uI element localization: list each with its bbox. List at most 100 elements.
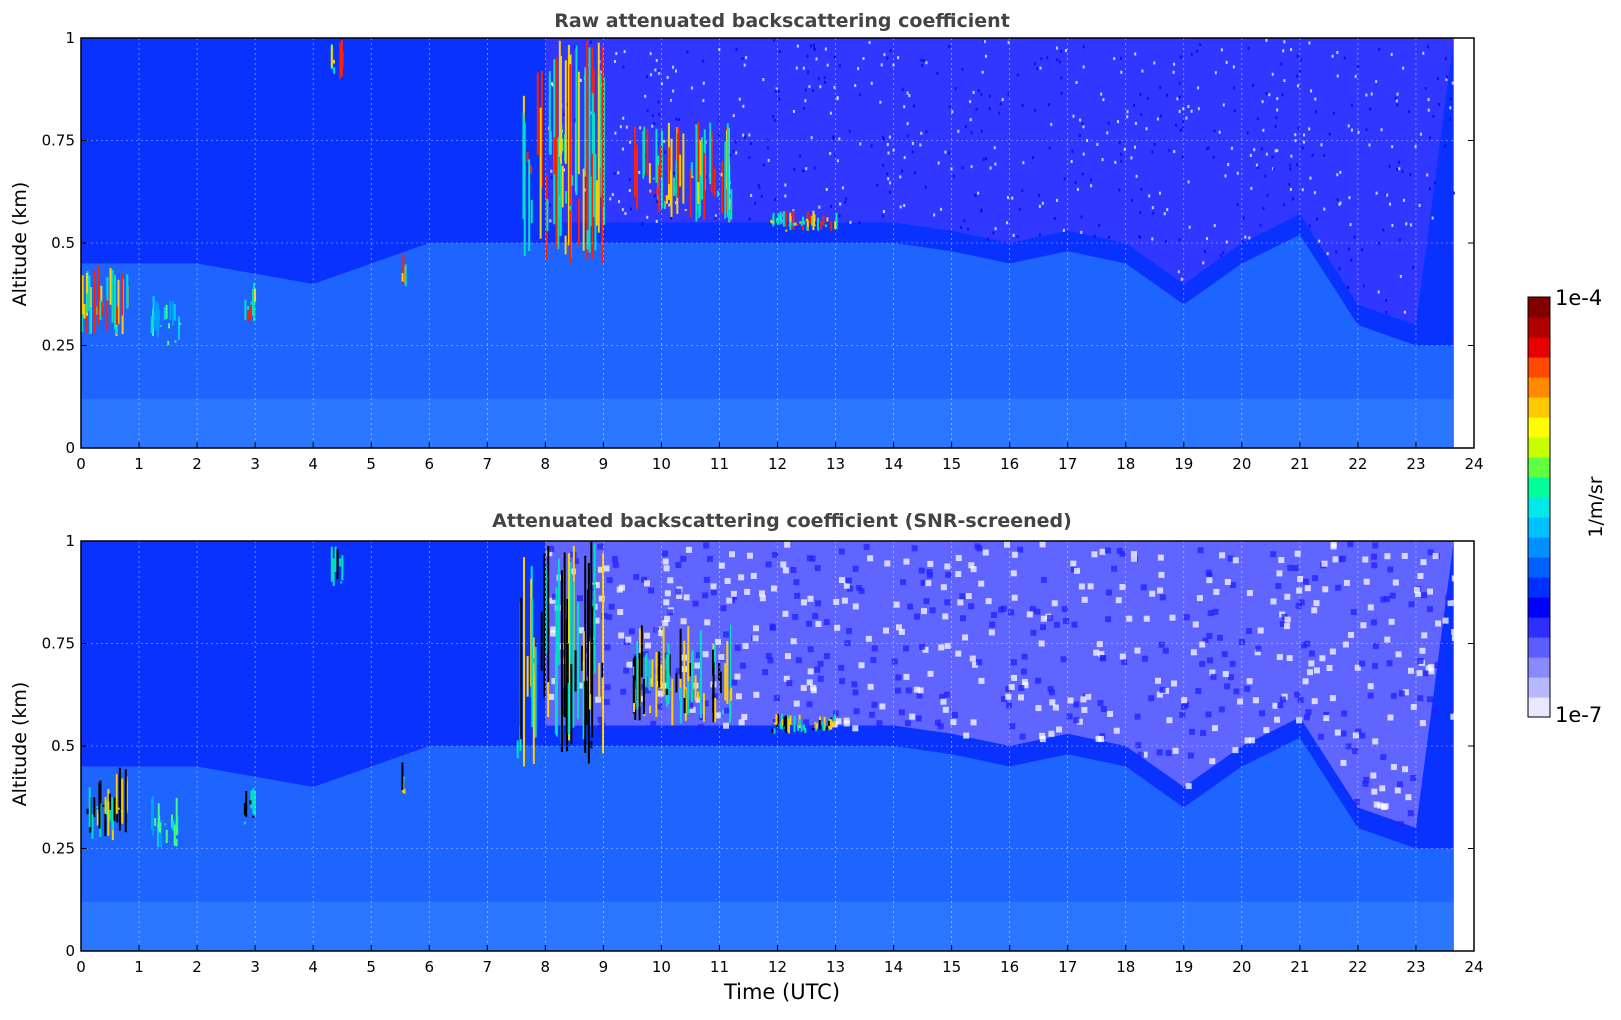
speckle-cell [1093, 649, 1100, 656]
speckle-cell [1134, 121, 1137, 125]
noise-region [545, 541, 1454, 828]
speckle-cell [1281, 613, 1288, 620]
speckle-cell [583, 188, 586, 192]
colorbar-step [1528, 497, 1550, 518]
speckle-cell [1341, 710, 1348, 717]
speckle-cell [1242, 216, 1245, 220]
speckle-cell [629, 140, 632, 144]
speckle-cell [773, 118, 776, 122]
speckle-cell [1287, 564, 1294, 571]
speckle-cell [1222, 671, 1229, 678]
speckle-cell [739, 662, 746, 669]
speckle-cell [970, 719, 977, 726]
speckle-cell [944, 563, 951, 570]
speckle-cell [1039, 736, 1046, 743]
speckle-cell [1187, 105, 1190, 109]
speckle-cell [1196, 49, 1199, 53]
speckle-cell [1408, 110, 1411, 114]
speckle-cell [907, 603, 914, 610]
speckle-cell [1296, 587, 1303, 594]
speckle-cell [1232, 86, 1235, 90]
speckle-cell [1338, 267, 1341, 271]
speckle-cell [783, 675, 790, 682]
aerosol-streak [577, 601, 580, 720]
speckle-cell [1417, 657, 1424, 664]
speckle-cell [1175, 123, 1178, 127]
aerosol-streak [250, 301, 253, 305]
speckle-cell [978, 677, 985, 684]
heatmap-image [81, 541, 1460, 951]
speckle-cell [1038, 193, 1041, 197]
speckle-cell [832, 137, 835, 141]
speckle-cell [702, 99, 705, 103]
speckle-cell [629, 207, 632, 211]
aerosol-streak [586, 40, 589, 260]
speckle-cell [609, 197, 612, 201]
speckle-cell [762, 669, 769, 676]
speckle-cell [711, 693, 718, 700]
speckle-cell [664, 590, 671, 597]
speckle-cell [1388, 618, 1395, 625]
speckle-cell [838, 64, 841, 68]
aerosol-streak [656, 188, 659, 195]
speckle-cell [750, 194, 753, 198]
y-tick-label: 1 [65, 532, 75, 550]
speckle-cell [893, 601, 900, 608]
speckle-cell [1080, 215, 1083, 219]
x-tick-label: 18 [1116, 958, 1135, 976]
speckle-cell [976, 659, 983, 666]
speckle-cell [735, 48, 738, 52]
x-tick-label: 4 [308, 455, 318, 473]
aerosol-streak [121, 778, 124, 824]
boundary-layer-region [81, 234, 1454, 448]
speckle-cell [1166, 208, 1169, 212]
speckle-cell [1314, 110, 1317, 114]
speckle-cell [1451, 81, 1454, 85]
speckle-cell [1276, 108, 1279, 112]
aerosol-streak [250, 305, 253, 320]
speckle-cell [943, 691, 950, 698]
speckle-cell [1082, 45, 1085, 49]
speckle-cell [942, 706, 949, 713]
noise-fill [545, 541, 1454, 828]
speckle-cell [1221, 651, 1228, 658]
speckle-cell [1229, 582, 1236, 589]
speckle-cell [1187, 752, 1194, 759]
aerosol-streak [826, 217, 829, 222]
x-tick-label: 12 [768, 455, 787, 473]
speckle-cell [706, 555, 713, 562]
speckle-cell [1104, 547, 1111, 554]
speckle-cell [654, 667, 661, 674]
speckle-cell [856, 584, 863, 591]
speckle-cell [1093, 234, 1096, 238]
speckle-cell [1071, 149, 1074, 153]
speckle-cell [1248, 236, 1251, 240]
speckle-cell [1199, 660, 1206, 667]
speckle-cell [730, 590, 737, 597]
aerosol-streak [655, 128, 658, 183]
speckle-cell [1357, 130, 1360, 134]
speckle-cell [638, 695, 645, 702]
aerosol-streak [665, 695, 668, 700]
speckle-cell [675, 117, 678, 121]
speckle-cell [646, 109, 649, 113]
speckle-cell [1302, 140, 1305, 144]
speckle-cell [1140, 113, 1143, 117]
speckle-cell [1227, 162, 1230, 166]
speckle-cell [746, 552, 753, 559]
speckle-cell [940, 584, 947, 591]
aerosol-streak [687, 626, 690, 682]
speckle-cell [611, 193, 614, 197]
speckle-cell [550, 630, 557, 637]
aerosol-streak [105, 799, 108, 815]
speckle-cell [1313, 191, 1316, 195]
aerosol-streak [650, 678, 653, 686]
speckle-cell [927, 560, 934, 567]
speckle-cell [1113, 57, 1116, 61]
speckle-cell [1156, 117, 1159, 121]
aerosol-streak [582, 631, 585, 682]
aerosol-streak [683, 640, 686, 698]
aerosol-streak [601, 662, 604, 678]
y-axis-ticks: 00.250.50.751 [42, 532, 1474, 960]
